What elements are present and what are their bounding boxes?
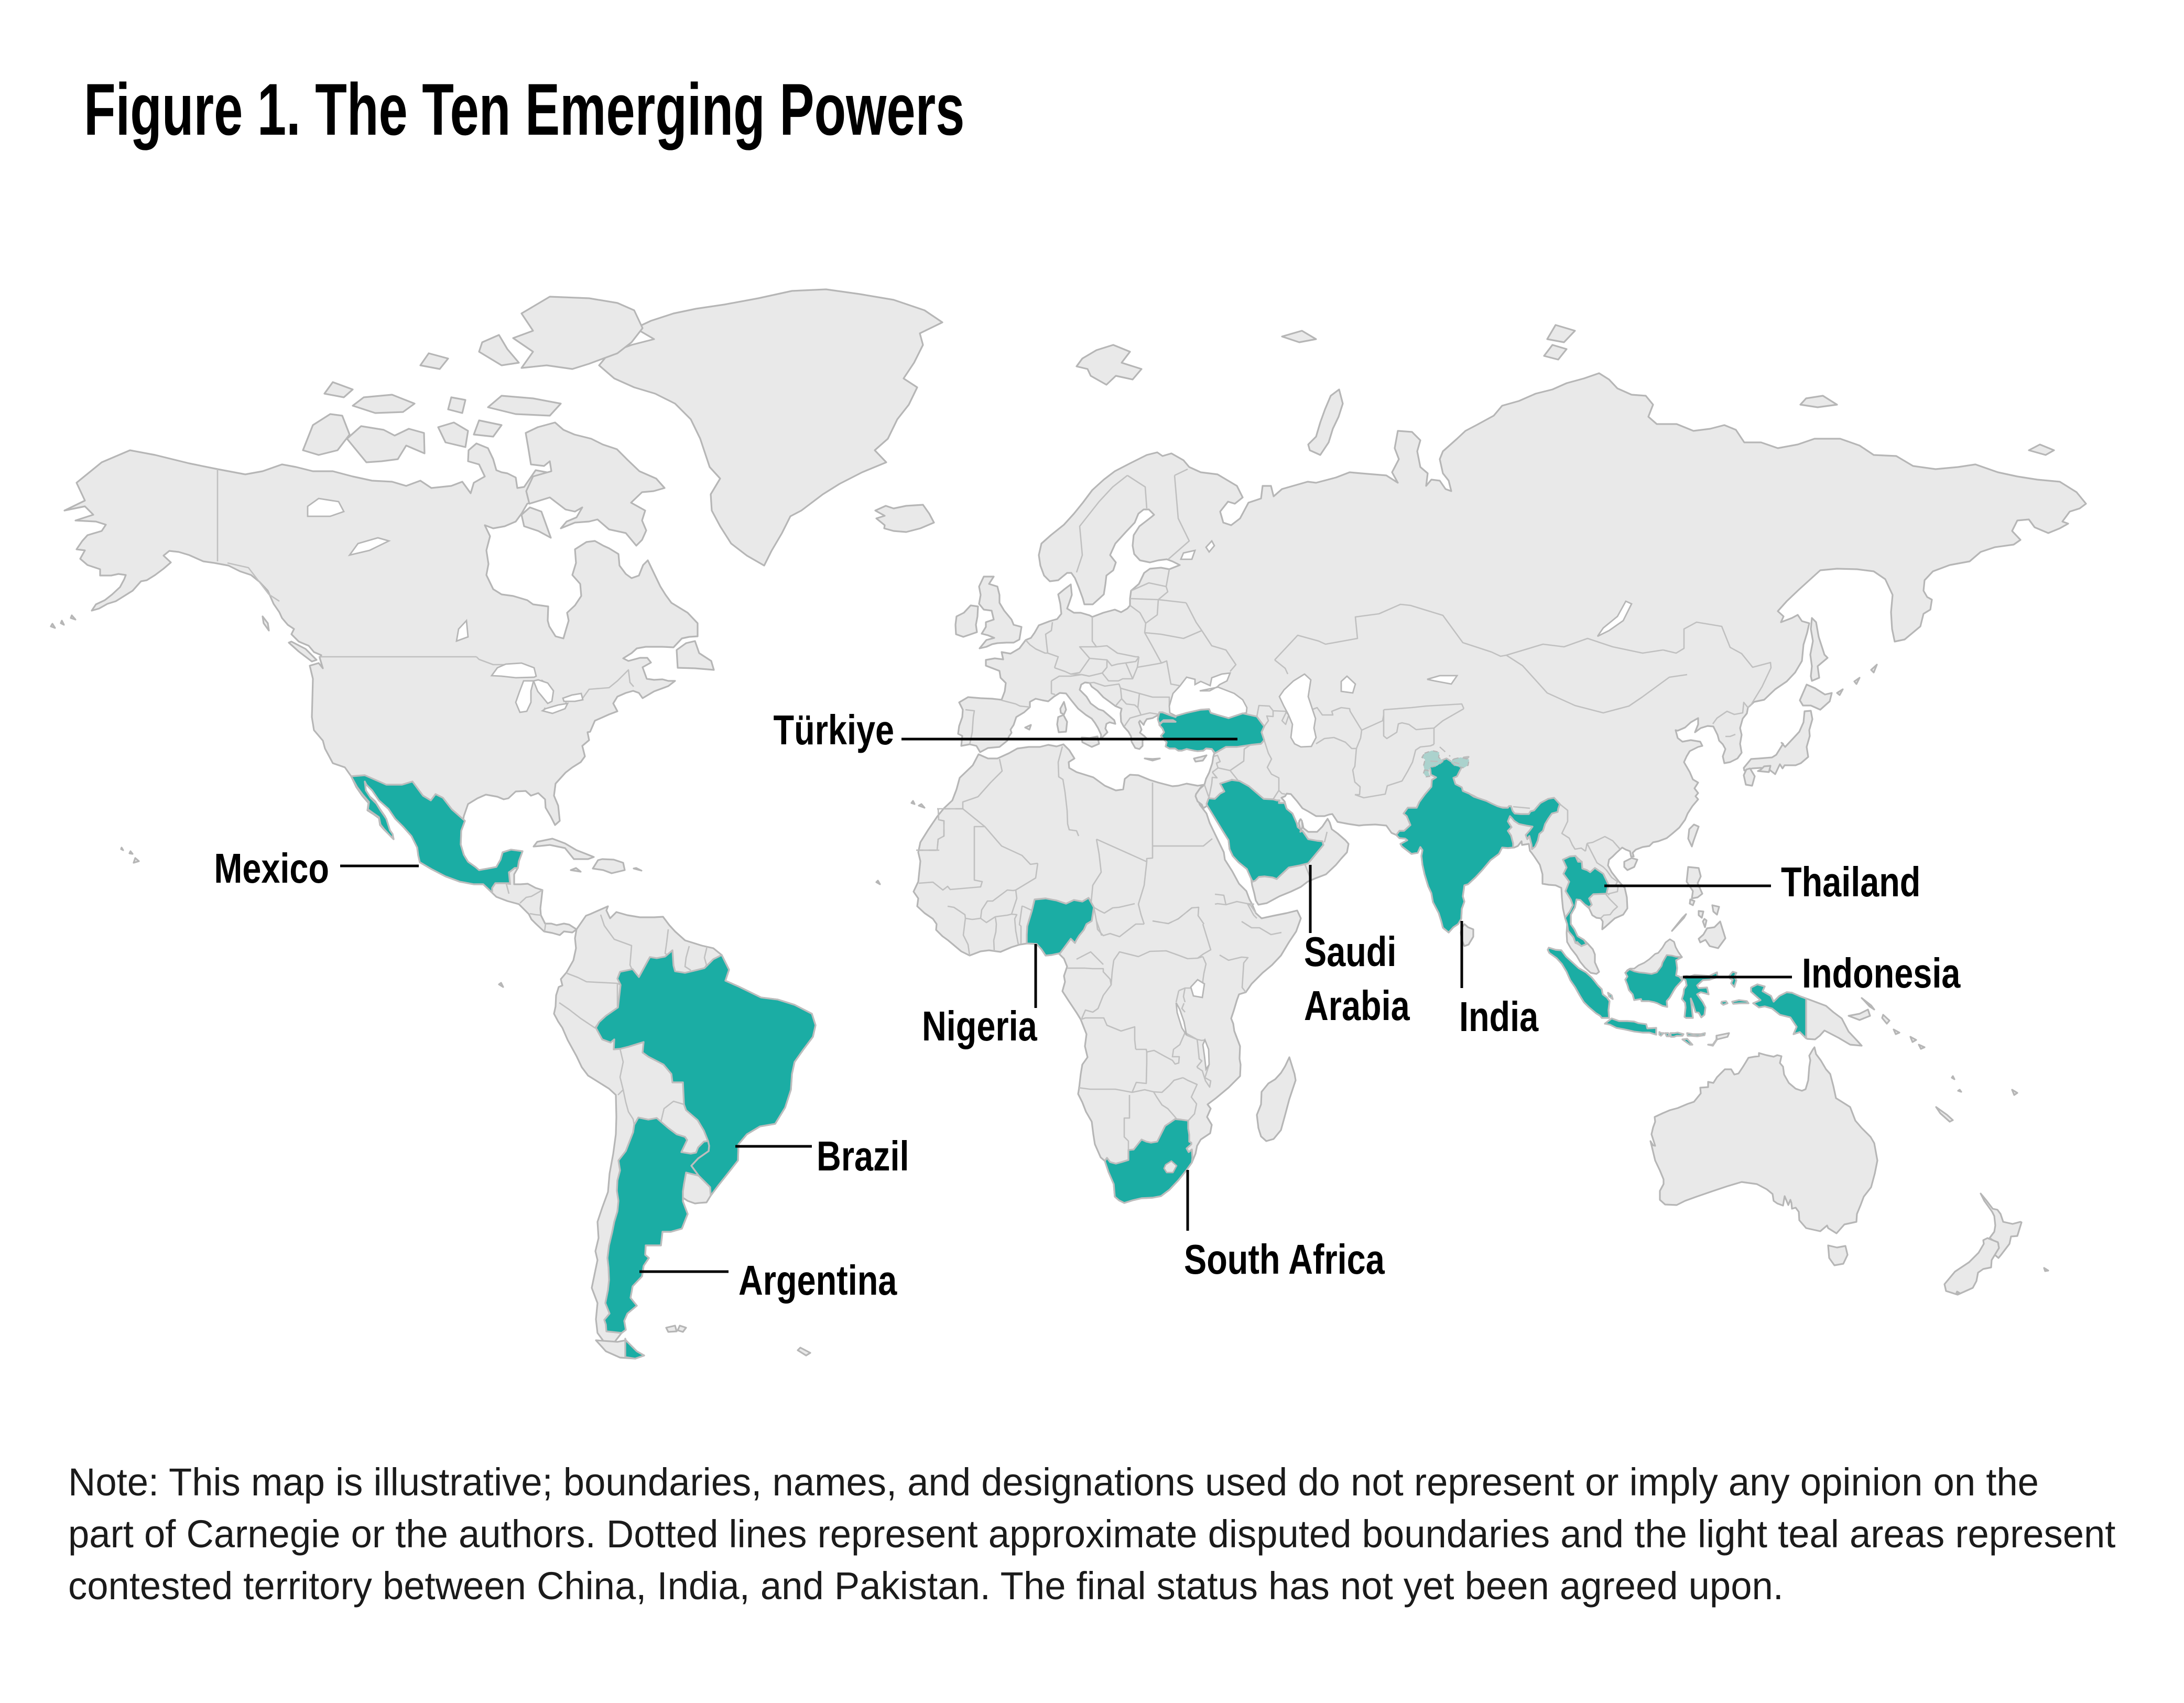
svg-text:Nigeria: Nigeria — [922, 1003, 1037, 1050]
svg-text:Thailand: Thailand — [1781, 859, 1920, 906]
svg-text:India: India — [1459, 994, 1539, 1040]
svg-text:Argentina: Argentina — [738, 1257, 897, 1304]
svg-text:South Africa: South Africa — [1184, 1236, 1385, 1283]
svg-text:Indonesia: Indonesia — [1802, 950, 1961, 997]
svg-text:Mexico: Mexico — [214, 845, 329, 892]
svg-text:Türkiye: Türkiye — [774, 707, 894, 754]
svg-text:Saudi: Saudi — [1304, 929, 1396, 975]
svg-text:Arabia: Arabia — [1304, 983, 1410, 1029]
svg-text:Brazil: Brazil — [817, 1133, 909, 1180]
